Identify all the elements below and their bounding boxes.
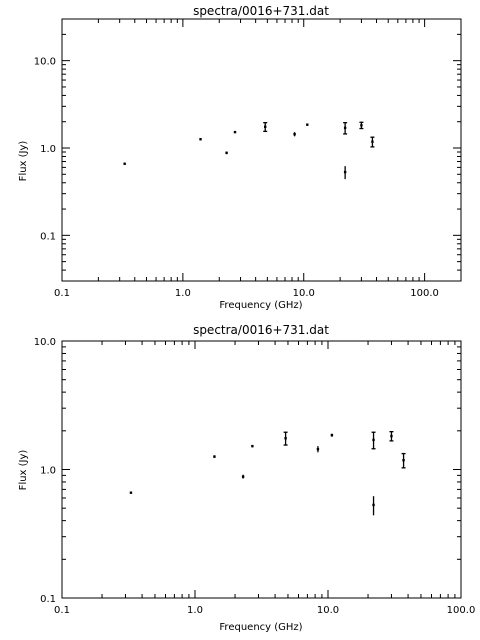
chart-panel-bottom: spectra/0016+731.dat Frequency (GHz) Flu… <box>18 323 475 633</box>
x-axis-label: Frequency (GHz) <box>219 300 302 311</box>
chart-panel-top: spectra/0016+731.dat Frequency (GHz) Flu… <box>18 4 462 311</box>
x-tick-label: 1.0 <box>187 605 203 616</box>
chart-title: spectra/0016+731.dat <box>193 323 329 337</box>
data-point <box>233 130 237 134</box>
x-tick-label: 0.1 <box>54 288 70 299</box>
data-point <box>316 447 320 451</box>
data-point <box>129 491 133 494</box>
data-point <box>251 444 254 448</box>
data-point <box>306 123 309 126</box>
data-point <box>390 434 393 438</box>
data-point <box>360 124 363 127</box>
data-point <box>293 132 296 136</box>
data-point <box>371 140 374 143</box>
data-point <box>199 138 202 141</box>
plot-frame <box>61 340 462 599</box>
y-tick-label: 0.1 <box>40 594 56 605</box>
data-point <box>343 126 347 130</box>
data-point <box>343 170 347 174</box>
x-axis-label: Frequency (GHz) <box>219 622 302 633</box>
x-tick-label: 100.0 <box>447 605 476 616</box>
x-tick-label: 0.1 <box>54 605 70 616</box>
y-tick-label: 1.0 <box>40 144 56 155</box>
y-tick-label: 10.0 <box>34 57 56 68</box>
y-tick-label: 0.1 <box>40 231 56 242</box>
chart-title: spectra/0016+731.dat <box>193 4 329 18</box>
data-point <box>372 438 375 442</box>
plot-frame <box>61 18 462 282</box>
data-point <box>402 459 405 462</box>
data-point <box>330 433 334 437</box>
x-tick-label: 100.0 <box>410 288 439 299</box>
x-tick-label: 10.0 <box>317 605 339 616</box>
x-tick-label: 1.0 <box>175 288 191 299</box>
y-axis-label: Flux (Jy) <box>18 450 29 491</box>
data-point <box>264 125 267 128</box>
data-point <box>123 162 126 165</box>
y-tick-label: 10.0 <box>34 337 56 348</box>
y-tick-label: 1.0 <box>40 466 56 477</box>
data-point <box>284 437 287 440</box>
data-point <box>225 151 228 155</box>
data-point <box>241 475 245 478</box>
x-tick-label: 10.0 <box>293 288 315 299</box>
data-point <box>372 503 375 507</box>
data-point <box>213 455 216 458</box>
y-axis-label: Flux (Jy) <box>18 141 29 182</box>
